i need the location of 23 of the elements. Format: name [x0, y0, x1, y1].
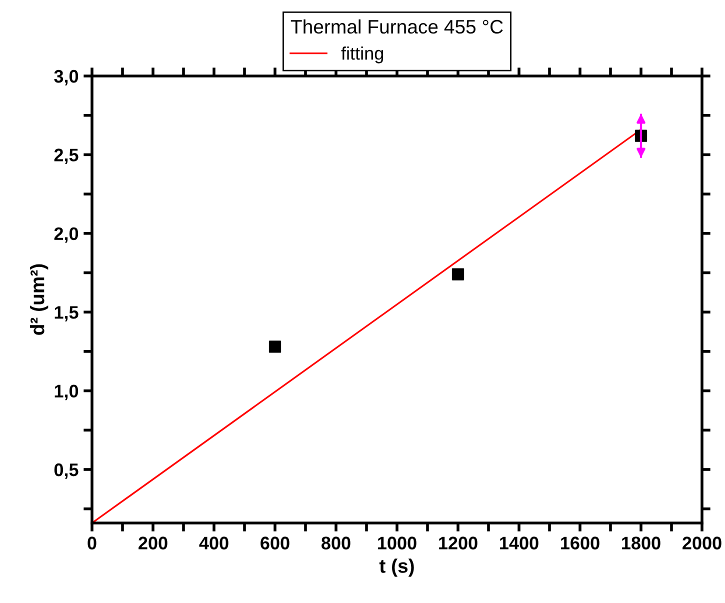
x-tick-label: 1400 [500, 536, 538, 550]
x-tick-label: 200 [138, 536, 168, 550]
x-axis-title: t (s) [379, 558, 414, 577]
y-tick-label: 2,0 [54, 227, 78, 243]
y-axis-title: d² (um²) [30, 264, 48, 335]
y-tick-label: 2,5 [54, 148, 78, 164]
x-tick-label: 1200 [439, 536, 478, 550]
point [452, 268, 464, 280]
y-tick-label: 1,0 [54, 384, 78, 400]
x-tick-label: 1000 [378, 536, 416, 550]
legend-label: fitting [341, 46, 383, 64]
point [268, 340, 282, 353]
y-tick-label: 3,0 [54, 70, 78, 86]
y-tick-label: 0,5 [54, 463, 78, 479]
x-tick-label: 600 [260, 536, 290, 550]
x-tick-label: 1600 [561, 536, 600, 550]
x-tick-label: 400 [199, 536, 228, 550]
y-tick-label: 1,5 [54, 306, 78, 322]
x-tick-label: 800 [322, 536, 350, 550]
x-tick-label: 2000 [682, 536, 722, 550]
legend-title: Thermal Furnace 455 °C [290, 19, 503, 34]
x-tick-label: 1800 [622, 536, 660, 550]
x-tick-label: 0 [88, 536, 96, 550]
